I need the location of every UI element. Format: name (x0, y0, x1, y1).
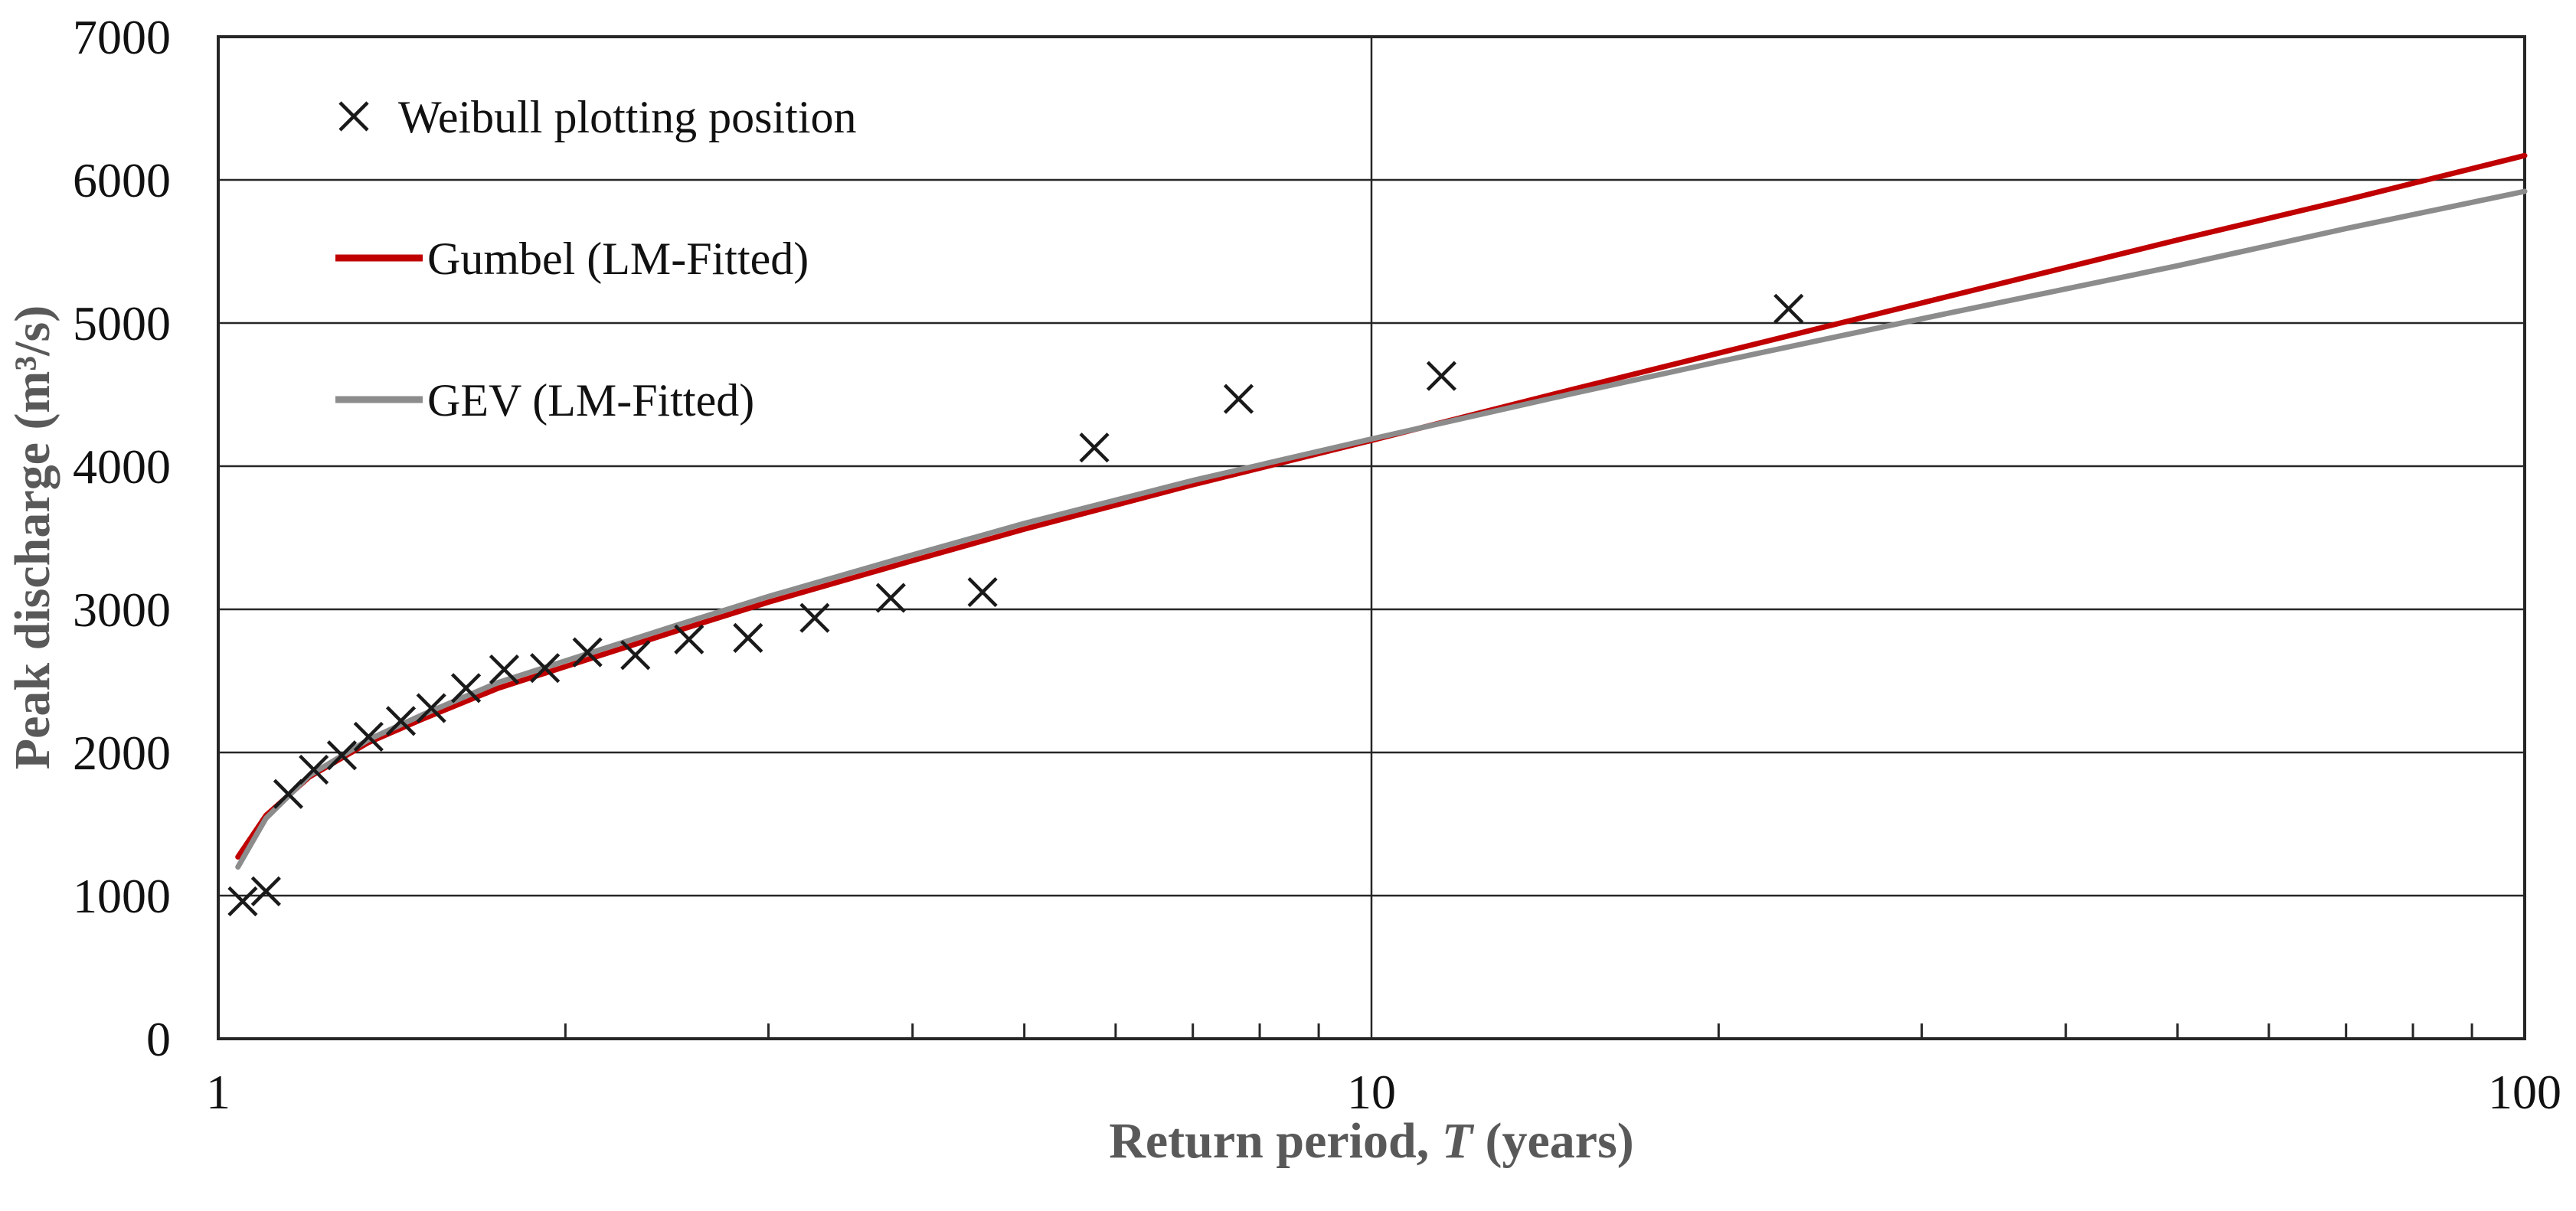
x-tick-label: 100 (2488, 1065, 2561, 1119)
gridlines-group (218, 37, 2525, 1039)
legend-item-weibull: Weibull plotting position (338, 92, 857, 142)
x-axis-title-prefix: Return period, (1109, 1113, 1441, 1169)
weibull-point (489, 654, 520, 685)
x-axis-title-variable: T (1442, 1113, 1475, 1169)
y-tick-label: 6000 (73, 153, 171, 207)
weibull-point (385, 706, 417, 736)
plot-frame (217, 35, 2526, 1040)
x-axis-title: Return period, T (years) (1109, 1113, 1634, 1169)
x-minor-ticks-group (564, 1023, 2473, 1039)
weibull-point (273, 778, 304, 809)
y-tick-label: 4000 (73, 439, 171, 494)
weibull-point (1079, 432, 1110, 463)
legend-item-gumbel: Gumbel (LM-Fitted) (335, 233, 809, 284)
y-tick-label: 5000 (73, 296, 171, 351)
weibull-point (733, 622, 763, 653)
legend-label-gumbel: Gumbel (LM-Fitted) (427, 233, 809, 284)
weibull-point (967, 576, 998, 608)
weibull-point (875, 583, 906, 613)
weibull-point (416, 693, 446, 723)
data-series-group (227, 152, 2528, 917)
y-tick-labels-group: 0 1000 2000 3000 4000 5000 6000 7000 (73, 10, 171, 1066)
legend: Weibull plotting position Gumbel (LM-Fit… (335, 92, 857, 426)
weibull-point (799, 602, 830, 633)
weibull-point (1773, 293, 1804, 324)
weibull-point (250, 876, 281, 906)
weibull-point (299, 754, 329, 785)
weibull-point (227, 886, 258, 917)
weibull-point (1223, 384, 1254, 414)
weibull-point (353, 721, 384, 752)
gev-fit-line (235, 188, 2528, 870)
x-tick-labels-group: 1 10 100 (206, 1065, 2561, 1119)
x-marker-icon (338, 101, 369, 132)
x-tick-label: 1 (206, 1065, 230, 1119)
weibull-point (674, 624, 704, 654)
y-tick-label: 2000 (73, 726, 171, 780)
weibull-point (450, 673, 482, 703)
weibull-point (572, 637, 603, 668)
x-tick-label: 10 (1347, 1065, 1396, 1119)
y-axis-title: Peak discharge (m³/s) (5, 305, 60, 769)
legend-label-weibull: Weibull plotting position (398, 92, 857, 142)
weibull-point (326, 740, 358, 771)
y-tick-label: 3000 (73, 583, 171, 637)
legend-label-gev: GEV (LM-Fitted) (427, 375, 754, 426)
weibull-point (1426, 361, 1457, 391)
weibull-point (530, 653, 561, 684)
x-axis-title-suffix: (years) (1473, 1113, 1634, 1169)
y-tick-label: 1000 (73, 869, 171, 923)
y-tick-label: 0 (146, 1012, 171, 1066)
weibull-point (620, 640, 651, 671)
y-tick-label: 7000 (73, 10, 171, 64)
legend-item-gev: GEV (LM-Fitted) (335, 375, 754, 426)
